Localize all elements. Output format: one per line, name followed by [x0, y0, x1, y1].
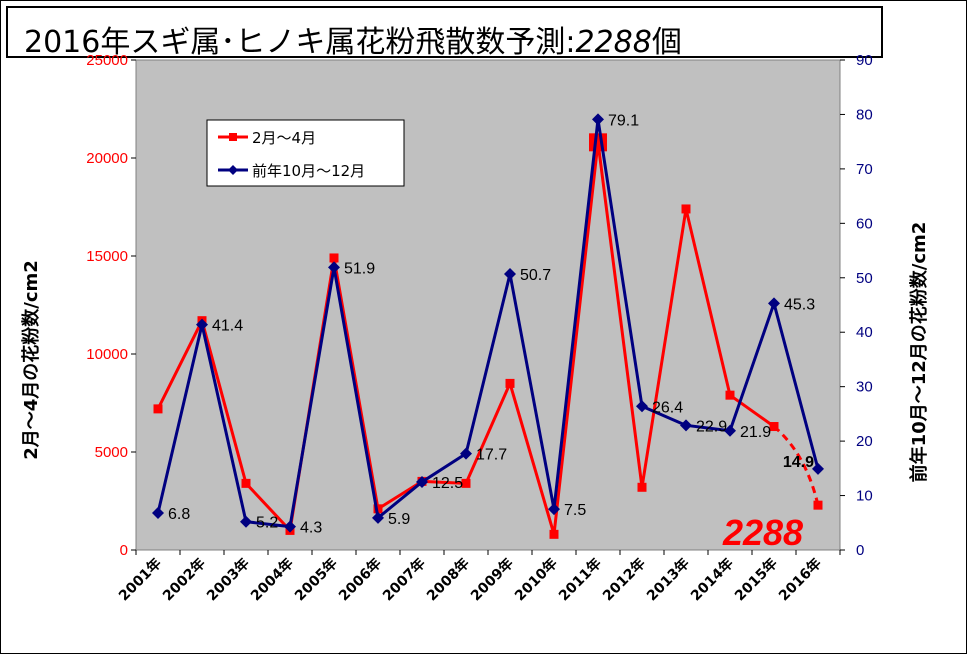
legend-box [206, 119, 405, 187]
page-title: 2016年スギ属･ヒノキ属花粉飛散数予測:2288個 [24, 17, 682, 61]
series-point-oct-dec [372, 511, 384, 524]
series-point-feb-apr [505, 378, 515, 388]
left-axis-label: 2月～4月の花粉数/cm2 [20, 260, 42, 460]
title-suffix: 個 [651, 25, 682, 60]
forecast-value-label: 2288 [722, 512, 803, 553]
series-point-oct-dec [152, 506, 164, 519]
x-tick-label: 2012年 [599, 555, 648, 604]
right-tick-label: 0 [856, 542, 864, 559]
x-tick-label: 2007年 [379, 555, 428, 604]
x-tick-label: 2006年 [335, 555, 384, 604]
right-tick-label: 30 [856, 379, 873, 396]
right-tick-label: 10 [856, 488, 873, 505]
series-point-oct-dec [504, 267, 516, 280]
right-tick-label: 70 [856, 161, 873, 178]
legend-label-red: 2月～4月 [252, 129, 316, 147]
series-point-feb-apr [637, 482, 647, 492]
data-labels: 6.8 41.4 5.2 4.3 51.9 5.9 12.5 17.7 50.7 7.5 79.1 2… [168, 112, 815, 536]
data-label-oct-dec: 21.9 [740, 424, 771, 441]
data-label-oct-dec: 5.9 [388, 511, 410, 528]
x-tick-label: 2004年 [247, 555, 296, 604]
data-label-oct-dec: 50.7 [520, 267, 551, 284]
data-label-oct-dec: 5.2 [256, 515, 278, 532]
series-point-oct-dec [284, 520, 296, 533]
series-point-feb-apr [153, 404, 163, 414]
left-tick-label: 20000 [86, 150, 128, 167]
series-point-feb-apr [589, 133, 607, 152]
right-tick-label: 20 [856, 433, 873, 450]
series-layer [152, 113, 824, 539]
series-point-oct-dec [196, 318, 208, 331]
right-tick-label: 90 [856, 52, 873, 69]
x-axis-ticks: 2001年2002年2003年2004年2005年2006年2007年2008年… [115, 550, 841, 604]
left-axis-ticks: 0 5000 10000 15000 20000 25000 [86, 52, 136, 559]
x-tick-label: 2016年 [775, 555, 824, 604]
x-tick-label: 2011年 [555, 555, 604, 604]
series-point-feb-apr [241, 478, 251, 488]
series-point-feb-apr [813, 500, 823, 510]
series-point-feb-apr [681, 204, 691, 214]
series-point-feb-apr [461, 478, 471, 488]
data-label-oct-dec: 4.3 [300, 520, 322, 537]
series-point-feb-apr [549, 529, 559, 539]
left-tick-label: 5000 [95, 444, 128, 461]
x-tick-label: 2015年 [731, 555, 780, 604]
series-point-feb-apr [373, 504, 383, 514]
data-label-oct-dec: 26.4 [652, 399, 683, 416]
right-tick-label: 40 [856, 324, 873, 341]
series-point-oct-dec [460, 447, 472, 460]
legend-marker-red [229, 133, 237, 141]
x-tick-label: 2003年 [203, 555, 252, 604]
right-tick-label: 50 [856, 270, 873, 287]
data-label-oct-dec: 22.9 [696, 418, 727, 435]
x-tick-label: 2010年 [511, 555, 560, 604]
left-tick-label: 10000 [86, 346, 128, 363]
series-point-oct-dec [724, 424, 736, 437]
x-tick-label: 2005年 [291, 555, 340, 604]
data-label-oct-dec: 12.5 [432, 475, 463, 492]
series-point-oct-dec [812, 462, 824, 475]
x-tick-label: 2008年 [423, 555, 472, 604]
left-tick-label: 0 [120, 542, 128, 559]
data-label-oct-dec: 79.1 [608, 112, 639, 129]
data-label-oct-dec: 17.7 [476, 447, 507, 464]
legend: 2月～4月 前年10月～12月 [206, 119, 405, 187]
data-label-oct-dec: 7.5 [564, 502, 586, 519]
data-label-oct-dec: 51.9 [344, 260, 375, 277]
data-label-oct-dec: 6.8 [168, 506, 190, 523]
right-axis-label: 前年10月～12月の花粉数/cm2 [908, 222, 930, 483]
x-tick-label: 2009年 [467, 555, 516, 604]
data-label-oct-dec: 45.3 [784, 296, 815, 313]
series-point-oct-dec [548, 503, 560, 516]
series-point-oct-dec [636, 400, 648, 413]
left-tick-label: 15000 [86, 248, 128, 265]
x-tick-label: 2013年 [643, 555, 692, 604]
data-label-oct-dec: 14.9 [783, 454, 814, 471]
legend-marker-navy [228, 165, 238, 175]
x-tick-label: 2014年 [687, 555, 736, 604]
series-point-oct-dec [328, 261, 340, 274]
data-label-oct-dec: 41.4 [212, 318, 243, 335]
series-point-feb-apr [725, 390, 735, 400]
title-number: 2288 [575, 25, 652, 60]
right-tick-label: 60 [856, 215, 873, 232]
title-main: 2016年スギ属･ヒノキ属花粉飛散数予測: [24, 25, 576, 60]
right-tick-label: 80 [856, 106, 873, 123]
x-tick-label: 2001年 [115, 555, 164, 604]
legend-label-navy: 前年10月～12月 [252, 162, 365, 180]
x-tick-label: 2002年 [159, 555, 208, 604]
series-point-oct-dec [680, 419, 692, 432]
series-point-oct-dec [240, 515, 252, 528]
series-line-oct-dec [156, 117, 820, 529]
series-point-oct-dec [768, 297, 780, 310]
left-tick-label: 25000 [86, 52, 128, 69]
title-box: 2016年スギ属･ヒノキ属花粉飛散数予測:2288個 [6, 6, 883, 61]
series-point-feb-apr [329, 253, 339, 263]
series-point-feb-apr [769, 422, 779, 432]
series-point-oct-dec [416, 475, 428, 488]
series-point-oct-dec [592, 113, 604, 126]
right-axis-ticks: 0 10 20 30 40 50 60 70 80 90 [840, 52, 873, 559]
